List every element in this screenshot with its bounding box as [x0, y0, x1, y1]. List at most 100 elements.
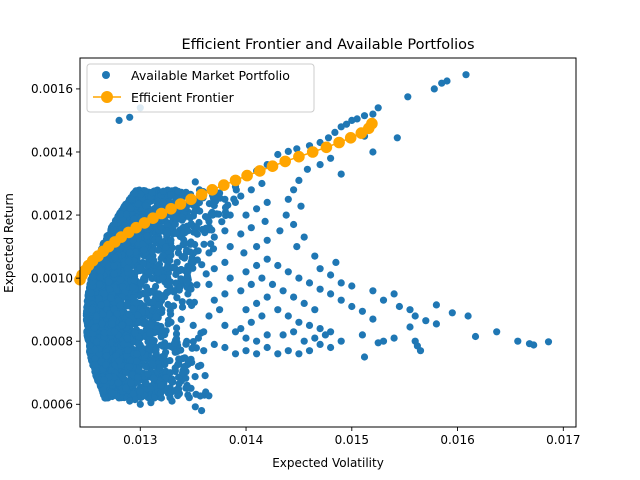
- market-point: [237, 192, 245, 200]
- market-point: [226, 243, 234, 251]
- market-point: [337, 337, 345, 345]
- market-point: [369, 315, 377, 323]
- market-point: [172, 215, 181, 223]
- market-point: [89, 273, 97, 281]
- market-point: [119, 374, 127, 382]
- market-point: [175, 355, 183, 363]
- market-point: [337, 279, 345, 287]
- market-point: [167, 191, 175, 199]
- frontier-point: [253, 165, 266, 177]
- market-point: [237, 287, 245, 295]
- market-point: [143, 232, 151, 240]
- market-point: [247, 280, 255, 288]
- market-point: [186, 213, 194, 221]
- market-point: [305, 347, 314, 355]
- market-point: [348, 302, 356, 311]
- market-point: [99, 339, 107, 347]
- market-point: [530, 341, 538, 349]
- market-point: [184, 356, 192, 364]
- market-point: [107, 294, 115, 302]
- market-point: [142, 379, 150, 387]
- market-point: [87, 289, 95, 297]
- market-point: [274, 306, 282, 314]
- market-point: [142, 201, 150, 210]
- market-point: [133, 350, 141, 358]
- market-point: [263, 331, 271, 339]
- market-point: [158, 305, 166, 314]
- market-point: [92, 312, 101, 320]
- market-point: [226, 211, 234, 219]
- market-point: [300, 299, 308, 307]
- market-point: [231, 328, 240, 336]
- market-point: [406, 306, 414, 314]
- x-axis-label: Expected Volatility: [272, 456, 384, 470]
- x-tick-label: 0.015: [335, 433, 369, 447]
- market-point: [148, 274, 156, 283]
- market-point: [102, 352, 111, 360]
- market-point: [263, 343, 271, 352]
- market-point: [91, 361, 99, 369]
- legend-marker-market: [102, 71, 110, 79]
- market-point: [179, 369, 187, 377]
- market-point: [279, 287, 287, 295]
- market-point: [125, 318, 133, 326]
- market-point: [210, 202, 218, 210]
- market-point: [129, 236, 137, 244]
- market-point: [237, 325, 245, 333]
- market-point: [134, 311, 142, 319]
- market-point: [242, 347, 250, 355]
- market-point: [154, 246, 162, 254]
- market-point: [100, 290, 108, 298]
- market-point: [168, 397, 176, 405]
- market-point: [327, 343, 335, 352]
- y-tick-label: 0.0012: [31, 208, 73, 222]
- market-point: [111, 253, 119, 262]
- market-point: [145, 269, 154, 277]
- market-point: [189, 321, 197, 329]
- market-point: [172, 335, 181, 343]
- market-point: [167, 236, 175, 244]
- market-point: [221, 195, 229, 203]
- market-point: [544, 338, 553, 346]
- market-point: [157, 223, 165, 231]
- market-point: [126, 113, 134, 121]
- market-point: [102, 361, 110, 369]
- market-point: [101, 394, 109, 402]
- market-point: [97, 267, 105, 275]
- market-point: [205, 280, 213, 288]
- market-point: [327, 154, 335, 162]
- market-point: [180, 252, 189, 260]
- market-point: [115, 116, 123, 124]
- market-point: [316, 340, 324, 348]
- market-point: [200, 240, 208, 248]
- market-point: [117, 210, 125, 218]
- market-point: [230, 195, 238, 203]
- market-point: [305, 279, 314, 287]
- market-point: [404, 93, 412, 101]
- market-point: [122, 210, 131, 218]
- market-point: [147, 321, 155, 329]
- market-point: [253, 350, 261, 358]
- market-point: [471, 332, 480, 341]
- market-point: [374, 104, 382, 112]
- market-point: [321, 331, 329, 339]
- market-point: [184, 267, 192, 275]
- market-point: [127, 379, 135, 387]
- frontier-point: [306, 146, 319, 158]
- market-point: [190, 228, 198, 236]
- market-point: [141, 318, 149, 326]
- market-point: [198, 407, 206, 415]
- market-point: [284, 347, 292, 355]
- market-point: [133, 357, 141, 365]
- market-point: [98, 320, 106, 328]
- market-point: [91, 355, 99, 363]
- market-point: [118, 321, 126, 329]
- market-point: [406, 323, 414, 331]
- market-point: [164, 300, 172, 309]
- market-point: [221, 343, 229, 352]
- market-point: [149, 298, 157, 306]
- market-point: [274, 150, 282, 159]
- market-point: [100, 376, 108, 384]
- market-point: [157, 394, 165, 402]
- market-point: [88, 305, 96, 314]
